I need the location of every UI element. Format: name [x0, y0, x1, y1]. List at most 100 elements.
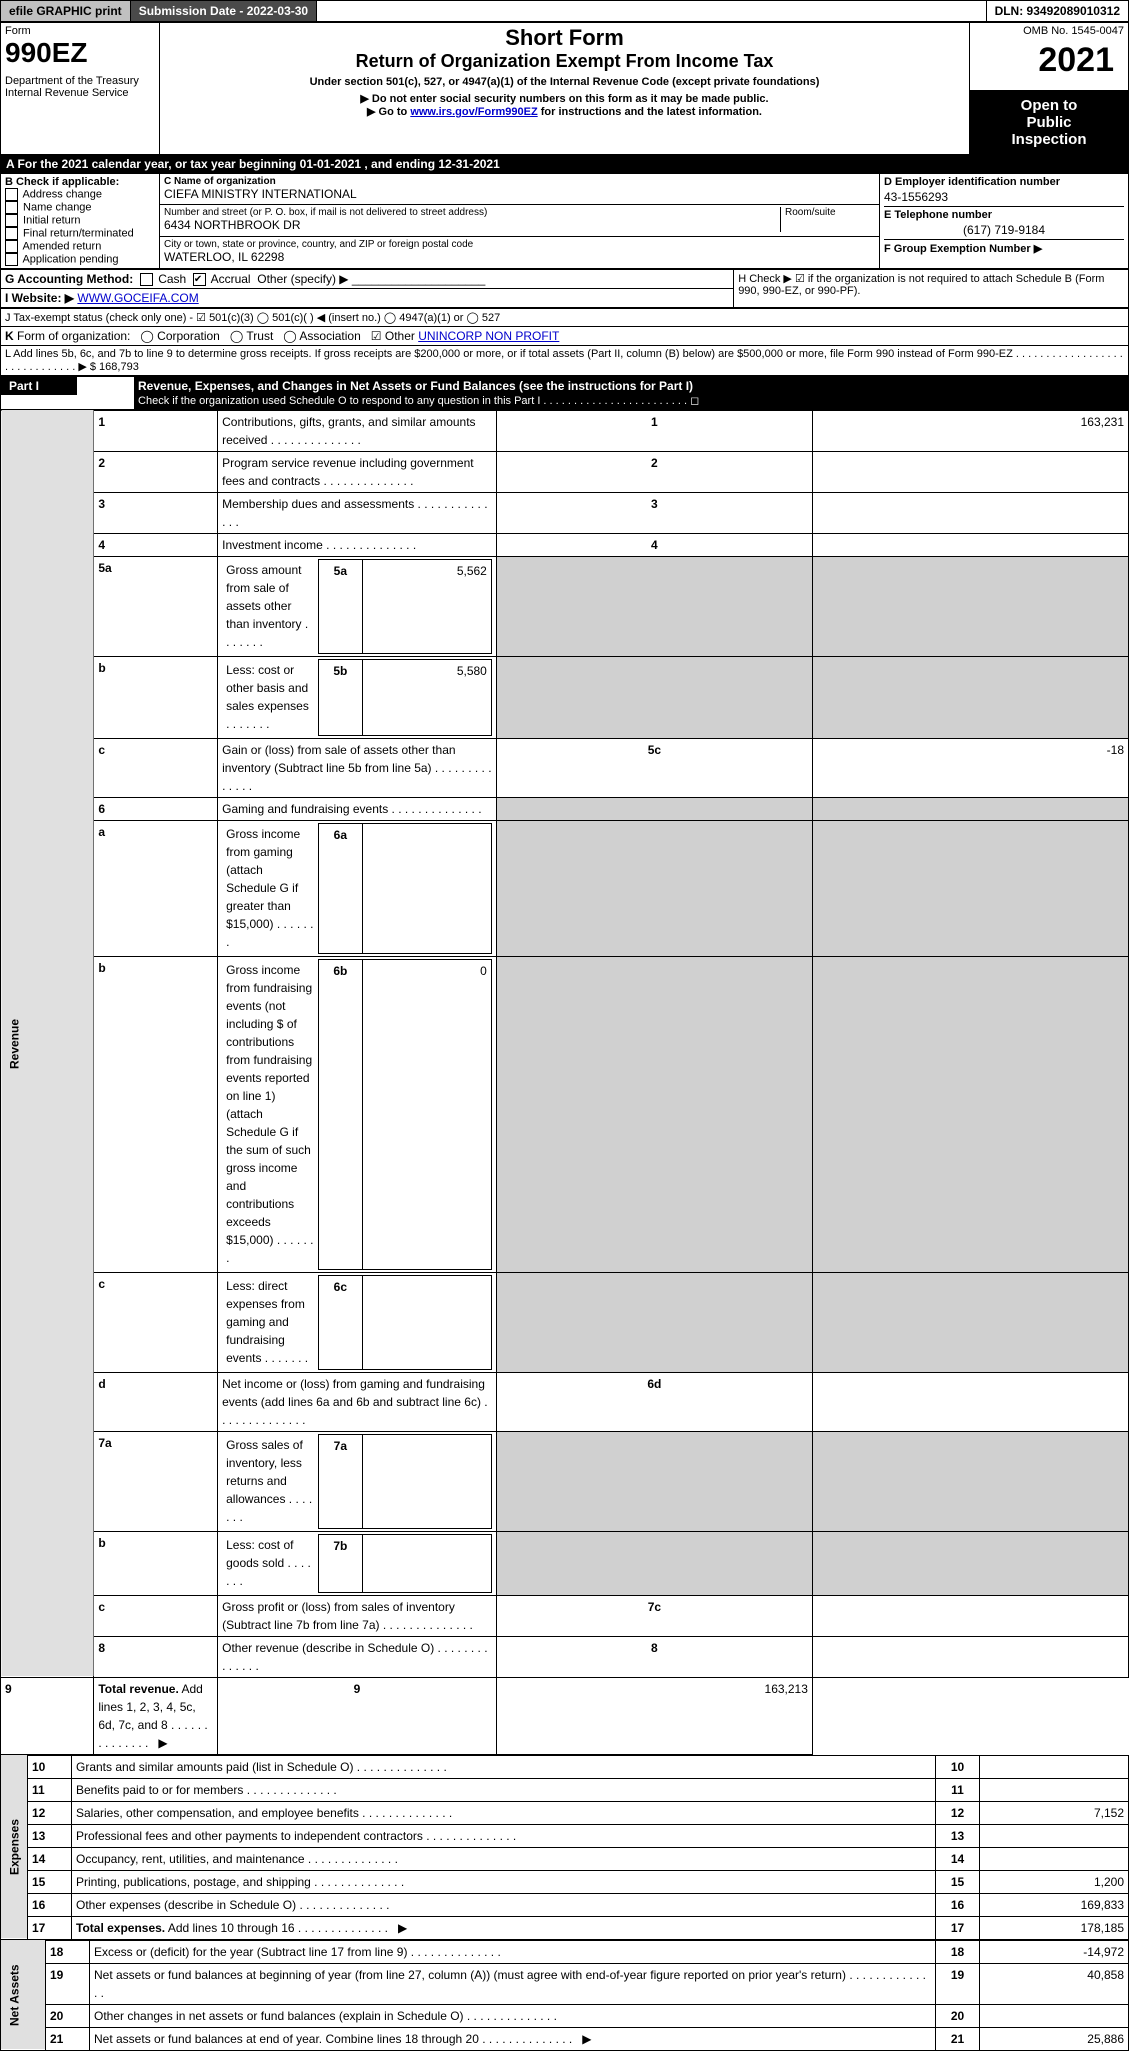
box-d-label: D Employer identification number: [884, 176, 1124, 188]
line-value: 7,152: [980, 1801, 1129, 1824]
line-description: Net income or (loss) from gaming and fun…: [218, 1372, 497, 1431]
line-number: 7a: [94, 1431, 218, 1531]
goto-link[interactable]: ▶ Go to www.irs.gov/Form990EZ for instru…: [164, 105, 965, 118]
line-number: 1: [94, 410, 218, 451]
line-description: Gross sales of inventory, less returns a…: [218, 1431, 497, 1531]
line-result-number: 2: [496, 451, 812, 492]
line-number: 3: [94, 492, 218, 533]
line-description: Contributions, gifts, grants, and simila…: [218, 410, 497, 451]
website-link[interactable]: WWW.GOCEIFA.COM: [77, 291, 198, 305]
box-c-label: C Name of organization: [164, 176, 875, 187]
form-word: Form: [5, 25, 155, 37]
line-value: [812, 1431, 1128, 1531]
line-row: cGross profit or (loss) from sales of in…: [1, 1595, 1129, 1636]
line-number: b: [94, 1531, 218, 1595]
line-row: 8Other revenue (describe in Schedule O) …: [1, 1636, 1129, 1677]
line-description: Less: cost of goods sold . . . . . . .7b: [218, 1531, 497, 1595]
line-number: 18: [46, 1940, 90, 1963]
line-description: Gross profit or (loss) from sales of inv…: [218, 1595, 497, 1636]
line-value: [812, 1595, 1128, 1636]
line-value: [812, 1636, 1128, 1677]
line-row: 5aGross amount from sale of assets other…: [1, 556, 1129, 656]
line-value: [812, 820, 1128, 956]
line-value: 178,185: [980, 1916, 1129, 1939]
line-row: 19Net assets or fund balances at beginni…: [1, 1963, 1129, 2004]
line-value: -14,972: [980, 1940, 1129, 1963]
line-row: 4Investment income . . . . . . . . . . .…: [1, 533, 1129, 556]
org-name: CIEFA MINISTRY INTERNATIONAL: [164, 187, 875, 201]
accrual-checkbox[interactable]: [193, 273, 206, 286]
line-result-number: 15: [936, 1870, 980, 1893]
line-value: [812, 956, 1128, 1272]
line-value: -18: [812, 738, 1128, 797]
line-result-number: 5c: [496, 738, 812, 797]
line-description: Benefits paid to or for members . . . . …: [72, 1778, 936, 1801]
line-number: 20: [46, 2004, 90, 2027]
line-number: 13: [28, 1824, 72, 1847]
revenue-section-label: Revenue: [1, 410, 94, 1677]
ein: 43-1556293: [884, 188, 1124, 206]
line-number: b: [94, 956, 218, 1272]
line-row: dNet income or (loss) from gaming and fu…: [1, 1372, 1129, 1431]
line-result-number: 16: [936, 1893, 980, 1916]
org-info-block: B Check if applicable: Address change Na…: [0, 173, 1129, 269]
revenue-table: Revenue 1Contributions, gifts, grants, a…: [0, 410, 1129, 1755]
line-result-number: [496, 1531, 812, 1595]
line-value: [812, 797, 1128, 820]
line-description: Other expenses (describe in Schedule O) …: [72, 1893, 936, 1916]
dept-treasury: Department of the Treasury: [5, 75, 155, 87]
line-number: 14: [28, 1847, 72, 1870]
jkl-block: J Tax-exempt status (check only one) - ☑…: [0, 308, 1129, 376]
line-number: 12: [28, 1801, 72, 1824]
line-value: [980, 2004, 1129, 2027]
submission-date: Submission Date - 2022-03-30: [131, 1, 317, 21]
group-exemption-label: F Group Exemption Number ▶: [884, 239, 1124, 255]
row-j: J Tax-exempt status (check only one) - ☑…: [1, 308, 1129, 326]
line-number: 4: [94, 533, 218, 556]
line-value: [980, 1755, 1129, 1778]
other-org-type: UNINCORP NON PROFIT: [418, 329, 559, 343]
line-number: d: [94, 1372, 218, 1431]
form-header: Form 990EZ Department of the Treasury In…: [0, 22, 1129, 155]
line-row: 17Total expenses. Add lines 10 through 1…: [1, 1916, 1129, 1939]
line-result-number: [496, 797, 812, 820]
part-i-check: Check if the organization used Schedule …: [138, 395, 699, 407]
line-value: [812, 533, 1128, 556]
line-value: 169,833: [980, 1893, 1129, 1916]
box-b-item: Initial return: [5, 214, 155, 227]
city-state-zip: WATERLOO, IL 62298: [164, 250, 875, 264]
line-description: Gain or (loss) from sale of assets other…: [218, 738, 497, 797]
cash-checkbox[interactable]: [140, 273, 153, 286]
line-number: 8: [94, 1636, 218, 1677]
irs-link[interactable]: www.irs.gov/Form990EZ: [410, 106, 537, 118]
telephone: (617) 719-9184: [884, 221, 1124, 239]
top-bar: efile GRAPHIC print Submission Date - 20…: [0, 0, 1129, 22]
row-h: H Check ▶ ☑ if the organization is not r…: [734, 269, 1129, 307]
line-number: 5a: [94, 556, 218, 656]
line-number: 19: [46, 1963, 90, 2004]
line-value: [812, 1272, 1128, 1372]
line-value: [980, 1778, 1129, 1801]
line-row: 10Grants and similar amounts paid (list …: [1, 1755, 1129, 1778]
line-number: 16: [28, 1893, 72, 1916]
line-number: 2: [94, 451, 218, 492]
line-result-number: [496, 656, 812, 738]
line-value: [812, 1372, 1128, 1431]
line-result-number: 12: [936, 1801, 980, 1824]
line-description: Program service revenue including govern…: [218, 451, 497, 492]
line-result-number: 19: [936, 1963, 980, 2004]
line-description: Grants and similar amounts paid (list in…: [72, 1755, 936, 1778]
line-row: 13Professional fees and other payments t…: [1, 1824, 1129, 1847]
line-row: cGain or (loss) from sale of assets othe…: [1, 738, 1129, 797]
row-l: L Add lines 5b, 6c, and 7b to line 9 to …: [1, 345, 1129, 375]
line-result-number: 8: [496, 1636, 812, 1677]
box-b-item: Application pending: [5, 253, 155, 266]
irs-label: Internal Revenue Service: [5, 87, 155, 99]
line-number: c: [94, 738, 218, 797]
line-number: c: [94, 1595, 218, 1636]
line-row: 20Other changes in net assets or fund ba…: [1, 2004, 1129, 2027]
ssn-warning: ▶ Do not enter social security numbers o…: [164, 92, 965, 105]
line-row: 16Other expenses (describe in Schedule O…: [1, 1893, 1129, 1916]
efile-label[interactable]: efile GRAPHIC print: [1, 1, 131, 21]
line-number: 10: [28, 1755, 72, 1778]
